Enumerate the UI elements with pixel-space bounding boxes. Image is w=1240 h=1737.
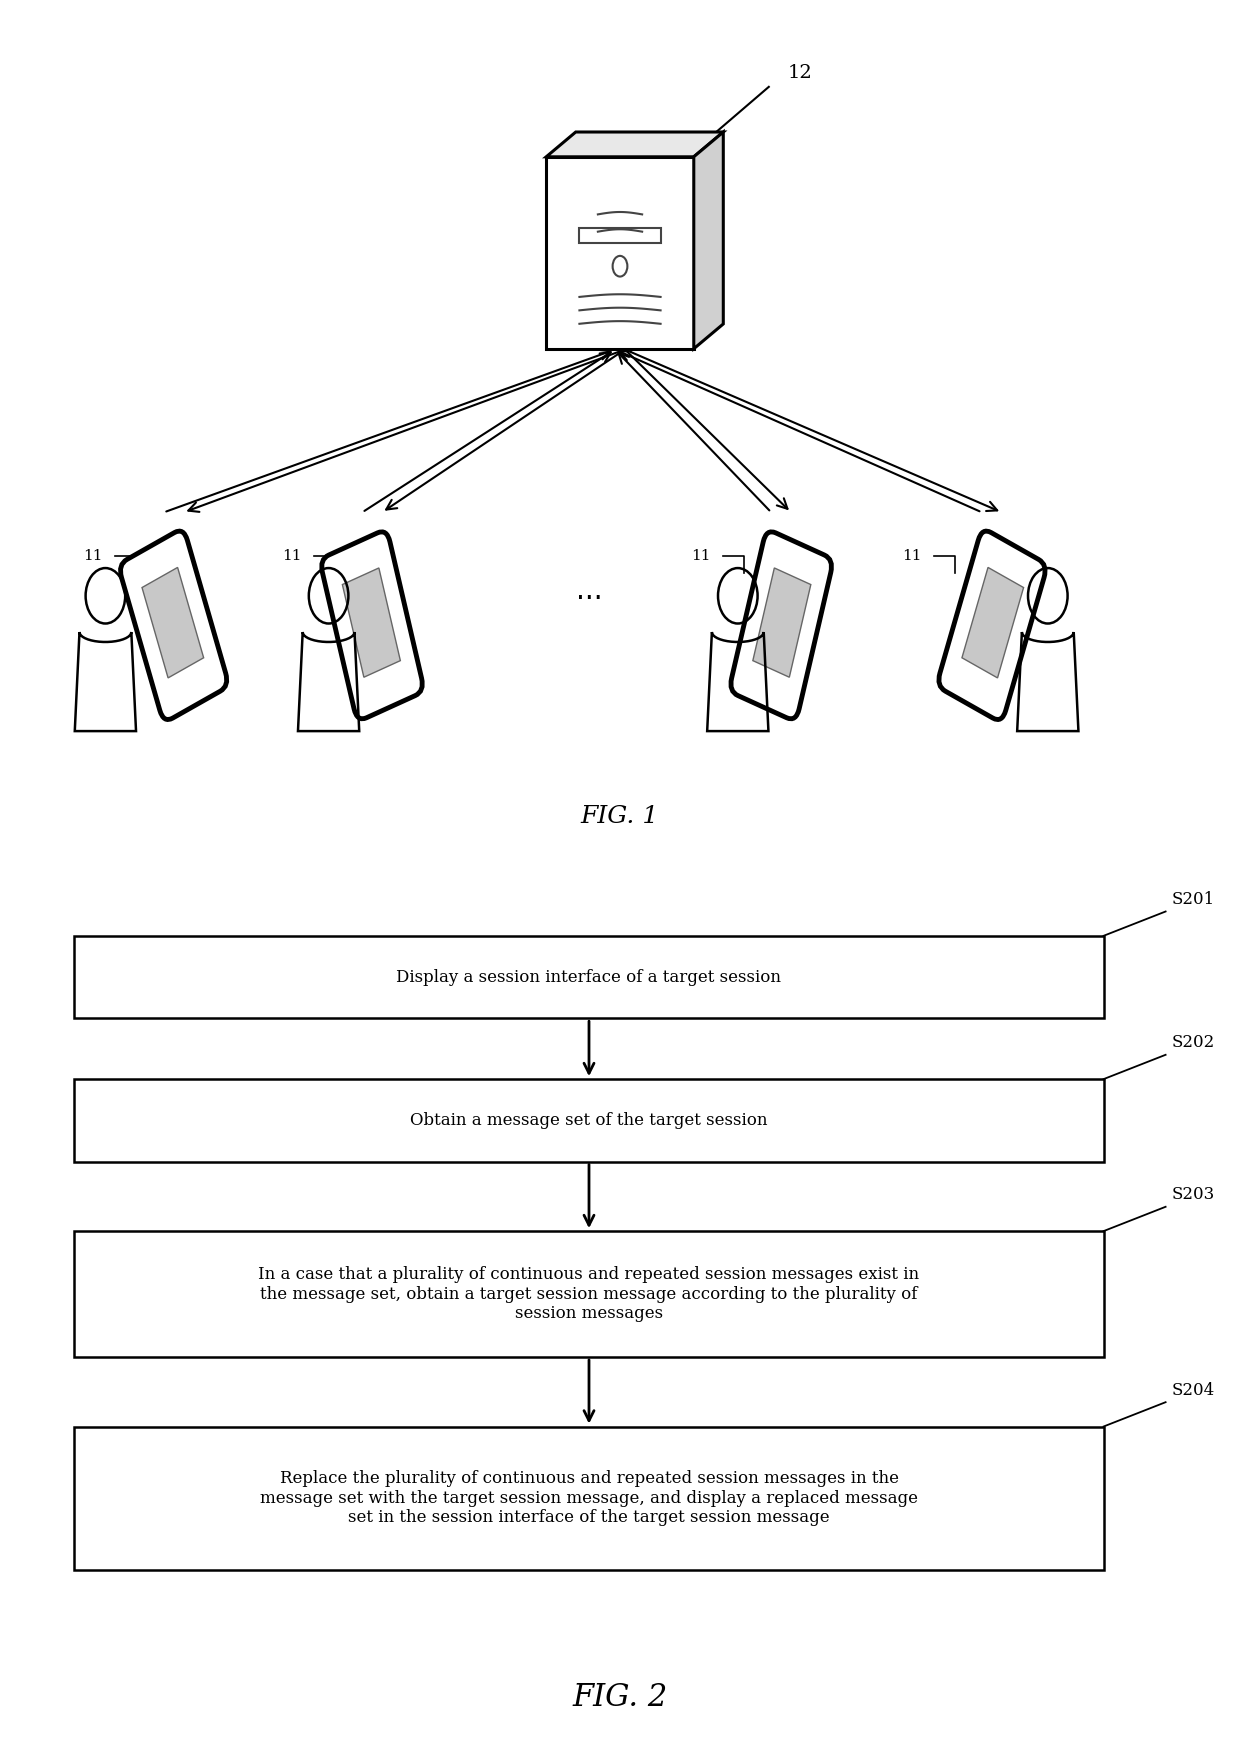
Text: 11: 11 — [691, 549, 711, 563]
Polygon shape — [546, 156, 694, 349]
FancyBboxPatch shape — [74, 936, 1104, 1018]
Text: FIG. 1: FIG. 1 — [580, 804, 660, 829]
FancyBboxPatch shape — [962, 568, 1023, 677]
FancyBboxPatch shape — [74, 1232, 1104, 1357]
Text: 11: 11 — [281, 549, 301, 563]
Text: S201: S201 — [1172, 891, 1215, 908]
FancyBboxPatch shape — [342, 568, 401, 677]
Polygon shape — [694, 132, 723, 349]
Text: 11: 11 — [901, 549, 921, 563]
Text: In a case that a plurality of continuous and repeated session messages exist in
: In a case that a plurality of continuous… — [258, 1266, 920, 1322]
Text: 12: 12 — [787, 64, 812, 82]
Text: S203: S203 — [1172, 1186, 1215, 1204]
FancyBboxPatch shape — [74, 1426, 1104, 1570]
FancyBboxPatch shape — [321, 532, 423, 719]
FancyBboxPatch shape — [579, 228, 661, 243]
FancyBboxPatch shape — [753, 568, 811, 677]
FancyBboxPatch shape — [143, 568, 203, 677]
Text: Obtain a message set of the target session: Obtain a message set of the target sessi… — [410, 1112, 768, 1129]
FancyBboxPatch shape — [730, 532, 832, 719]
FancyBboxPatch shape — [120, 532, 227, 719]
Text: 11: 11 — [83, 549, 103, 563]
FancyBboxPatch shape — [74, 1079, 1104, 1162]
Text: Replace the plurality of continuous and repeated session messages in the
message: Replace the plurality of continuous and … — [260, 1470, 918, 1527]
Text: Display a session interface of a target session: Display a session interface of a target … — [397, 969, 781, 985]
Text: ...: ... — [575, 577, 603, 604]
Polygon shape — [546, 132, 723, 156]
Text: S202: S202 — [1172, 1034, 1215, 1051]
Text: S204: S204 — [1172, 1381, 1215, 1398]
Text: FIG. 2: FIG. 2 — [573, 1683, 667, 1713]
FancyBboxPatch shape — [939, 532, 1045, 719]
